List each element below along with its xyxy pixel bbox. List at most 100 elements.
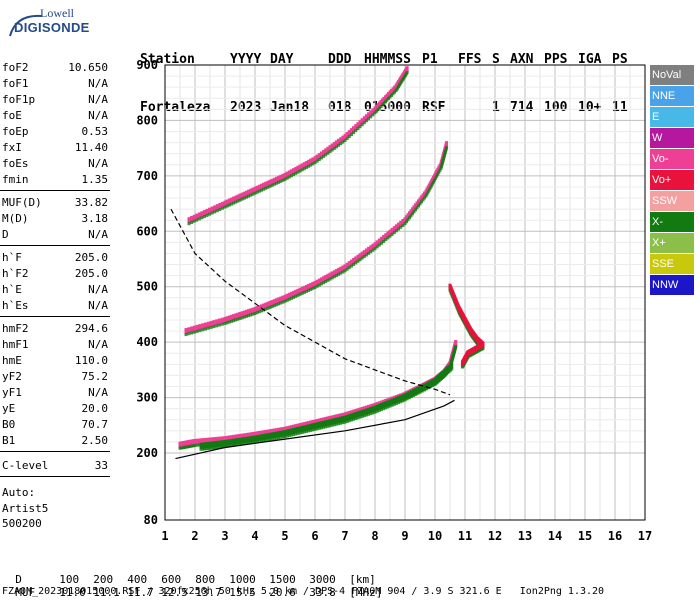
trace-point-x-trace-f2 (416, 391, 420, 395)
trace-point-multihop-3f (247, 194, 251, 198)
trace-point-multihop-2f (236, 317, 240, 321)
trace-point-multihop-2f (358, 258, 362, 262)
trace-point-x-trace-f2 (313, 422, 317, 429)
trace-point-multihop-3f (234, 200, 238, 204)
param-name: h`F (2, 251, 22, 264)
trace-point-x-trace-f2 (332, 418, 336, 425)
trace-point-multihop-2f (304, 284, 308, 291)
trace-point-multihop-3f (279, 179, 283, 183)
trace-point-multihop-2f (394, 224, 398, 231)
trace-point-multihop-3f (289, 169, 293, 176)
trace-point-multihop-2f (232, 314, 236, 321)
trace-point-multihop-2f (279, 301, 283, 305)
trace-point-spread-f (460, 360, 464, 367)
trace-point-x-trace-f2 (257, 434, 261, 441)
trace-point-multihop-3f (272, 177, 276, 184)
trace-point-multihop-3f (311, 162, 315, 166)
auto-version: 500200 (2, 517, 42, 530)
param-value: N/A (88, 386, 108, 399)
trace-point-o-trace-f2 (356, 408, 360, 415)
trace-point-multihop-2f (334, 274, 338, 278)
trace-point-multihop-2f (354, 261, 358, 265)
trace-point-x-trace-f2 (304, 429, 308, 433)
muf-label: MUF (15, 586, 36, 599)
trace-point-multihop-3f (266, 180, 270, 187)
legend-item-e: E (650, 107, 694, 127)
trace-point-multihop-2f (298, 287, 302, 294)
trace-point-x-trace-f2 (240, 437, 244, 444)
legend-item-sse: SSE (650, 254, 694, 274)
trace-point-multihop-3f (262, 182, 266, 189)
trace-point-multihop-2f (352, 262, 356, 266)
trace-point-x-trace-f2 (221, 440, 225, 447)
y-tick-label: 200 (136, 446, 158, 460)
trace-point-o-trace-f2 (309, 420, 313, 427)
trace-point-x-trace-f2 (247, 436, 251, 443)
trace-point-multihop-2f (289, 296, 293, 300)
trace-point-x-trace-f2 (384, 406, 388, 410)
trace-point-multihop-2f (309, 282, 313, 289)
param-value: N/A (88, 77, 108, 90)
trace-point-x-trace-f2 (343, 415, 347, 422)
trace-point-x-trace-f2 (223, 440, 227, 447)
trace-point-multihop-2f (274, 303, 278, 307)
trace-point-o-trace-f2 (319, 417, 323, 424)
trace-point-multihop-2f (287, 292, 291, 299)
y-tick-label: 80 (144, 513, 158, 527)
trace-point-multihop-3f (279, 174, 283, 181)
muf-value: 11.0 (59, 586, 86, 599)
trace-point-x-trace-f2 (229, 444, 233, 448)
trace-point-multihop-2f (236, 312, 240, 319)
trace-point-multihop-3f (277, 180, 281, 184)
trace-point-multihop-2f (227, 320, 231, 324)
trace-point-x-trace-f2 (268, 432, 272, 439)
trace-point-x-trace-f2 (232, 438, 236, 445)
trace-point-x-trace-f2 (296, 426, 300, 433)
trace-point-multihop-2f (240, 316, 244, 320)
trace-point-multihop-2f (388, 234, 392, 238)
series-line-profile (175, 399, 455, 460)
trace-point-multihop-3f (362, 116, 366, 123)
trace-point-multihop-2f (220, 322, 224, 326)
trace-point-multihop-2f (427, 188, 431, 192)
trace-point-x-trace-f2 (424, 382, 428, 389)
trace-point-x-trace-f2 (302, 425, 306, 432)
trace-point-multihop-3f (345, 132, 349, 139)
trace-point-multihop-3f (322, 154, 326, 158)
trace-point-multihop-3f (300, 163, 304, 170)
trace-point-x-trace-f2 (209, 441, 213, 448)
trace-point-multihop-3f (270, 178, 274, 185)
trace-point-x-trace-f2 (216, 445, 220, 449)
trace-point-x-trace-f2 (281, 435, 285, 439)
trace-point-multihop-2f (364, 248, 368, 255)
trace-point-multihop-2f (313, 285, 317, 289)
trace-point-o-trace-f2 (289, 425, 293, 432)
trace-point-o-trace-f2 (214, 436, 218, 443)
trace-point-multihop-2f (415, 206, 419, 210)
trace-point-x-trace-f2 (349, 413, 353, 420)
trace-point-o-trace-f2 (343, 412, 347, 419)
trace-point-multihop-2f (255, 306, 259, 313)
trace-point-x-trace-f2 (300, 425, 304, 432)
param-value: 70.7 (81, 418, 109, 431)
trace-point-multihop-2f (242, 310, 246, 317)
trace-point-multihop-2f (270, 305, 274, 309)
trace-point-x-trace-f2 (337, 422, 341, 426)
trace-point-x-trace-f2 (352, 417, 356, 421)
auto-label: Auto: (2, 486, 36, 499)
trace-point-multihop-2f (324, 275, 328, 282)
trace-point-multihop-3f (354, 124, 358, 131)
trace-point-x-trace-f2 (416, 386, 420, 393)
distance-value: 1500 (269, 573, 296, 586)
trace-point-multihop-3f (343, 139, 347, 143)
trace-point-multihop-2f (399, 220, 403, 227)
trace-point-multihop-2f (302, 285, 306, 292)
trace-point-x-trace-f2 (399, 395, 403, 402)
distance-label: D (15, 573, 22, 586)
trace-point-multihop-3f (315, 154, 319, 161)
trace-point-o-trace-f2 (347, 410, 351, 417)
trace-point-multihop-3f (218, 202, 222, 209)
trace-point-multihop-3f (373, 111, 377, 115)
trace-point-multihop-3f (328, 145, 332, 152)
trace-point-o-trace-f2 (328, 415, 332, 422)
